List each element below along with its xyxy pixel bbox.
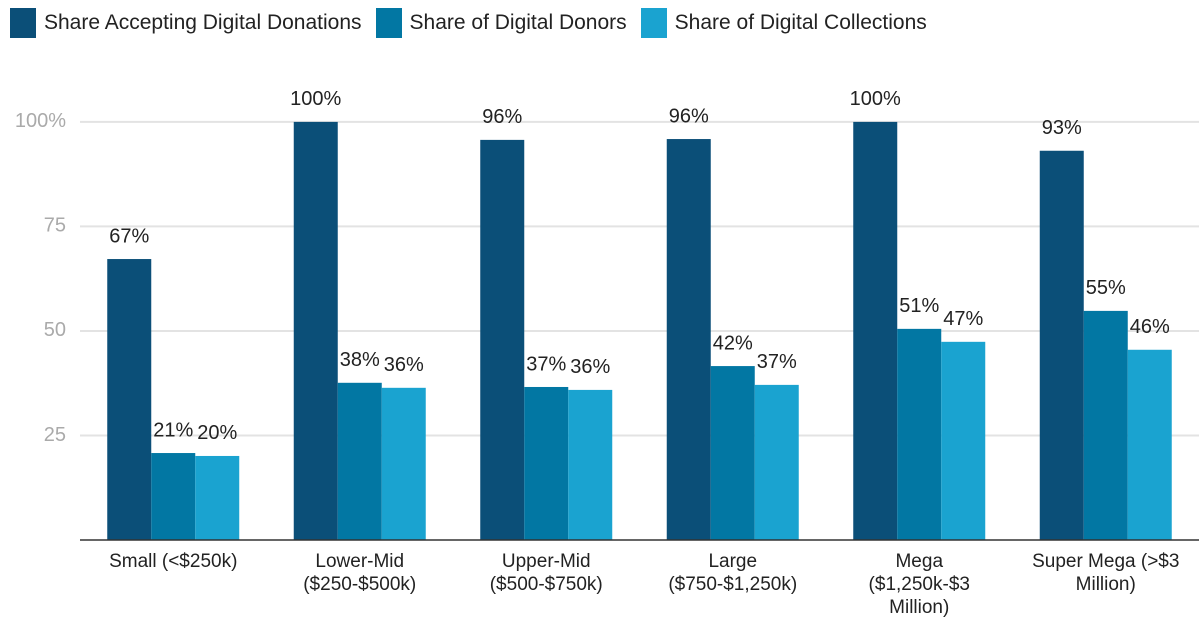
- data-label: 36%: [570, 356, 610, 378]
- y-tick-label: 50: [44, 319, 66, 341]
- data-label: 67%: [109, 225, 149, 247]
- bar: [107, 259, 152, 540]
- legend-label: Share Accepting Digital Donations: [44, 11, 362, 34]
- bar: [524, 386, 569, 540]
- legend: Share Accepting Digital Donations Share o…: [10, 8, 927, 38]
- legend-item: Share Accepting Digital Donations: [10, 8, 362, 38]
- bar: [853, 121, 898, 541]
- y-tick-label: 25: [44, 424, 66, 446]
- data-label: 55%: [1086, 277, 1126, 299]
- data-label: 37%: [526, 353, 566, 375]
- bar: [480, 139, 525, 540]
- data-label: 46%: [1130, 316, 1170, 338]
- bar: [195, 455, 240, 540]
- legend-label: Share of Digital Collections: [674, 11, 927, 34]
- data-label: 51%: [899, 295, 939, 317]
- data-label: 20%: [197, 422, 237, 444]
- bar: [1083, 310, 1128, 540]
- bar: [941, 341, 986, 540]
- x-tick-label: Upper-Mid ($500-$750k): [489, 551, 603, 595]
- legend-swatch: [375, 8, 402, 38]
- bar: [897, 328, 942, 540]
- legend-swatch: [640, 8, 667, 38]
- data-label: 47%: [943, 308, 983, 330]
- bar: [1039, 150, 1084, 540]
- bar: [568, 389, 613, 540]
- bar: [710, 366, 755, 540]
- data-label: 100%: [290, 88, 341, 110]
- legend-label: Share of Digital Donors: [409, 11, 627, 34]
- legend-item: Share of Digital Collections: [640, 8, 927, 38]
- x-tick-label: Super Mega (>$3 Million): [1032, 551, 1180, 595]
- data-label: 37%: [757, 351, 797, 373]
- y-tick-label: 100%: [15, 110, 66, 132]
- bar: [151, 453, 196, 540]
- y-tick-label: 75: [44, 215, 66, 237]
- data-label: 38%: [340, 349, 380, 371]
- data-label: 96%: [669, 105, 709, 127]
- x-tick-label: Small (<$250k): [109, 551, 238, 572]
- x-tick-label: Mega ($1,250k-$3 Million): [868, 551, 970, 618]
- bar: [754, 384, 799, 540]
- data-label: 21%: [153, 419, 193, 441]
- legend-swatch: [10, 8, 36, 38]
- bar: [666, 139, 711, 540]
- data-label: 96%: [482, 106, 522, 128]
- bar: [293, 121, 338, 541]
- legend-item: Share of Digital Donors: [375, 8, 627, 38]
- bar: [1127, 349, 1172, 540]
- x-tick-label: Lower-Mid ($250-$500k): [303, 551, 417, 595]
- data-label: 42%: [713, 332, 753, 354]
- x-tick-label: Large ($750-$1,250k): [668, 551, 798, 595]
- data-label: 93%: [1042, 117, 1082, 139]
- data-label: 100%: [850, 88, 901, 110]
- bar: [337, 382, 382, 540]
- bar: [381, 387, 426, 540]
- data-label: 36%: [384, 354, 424, 376]
